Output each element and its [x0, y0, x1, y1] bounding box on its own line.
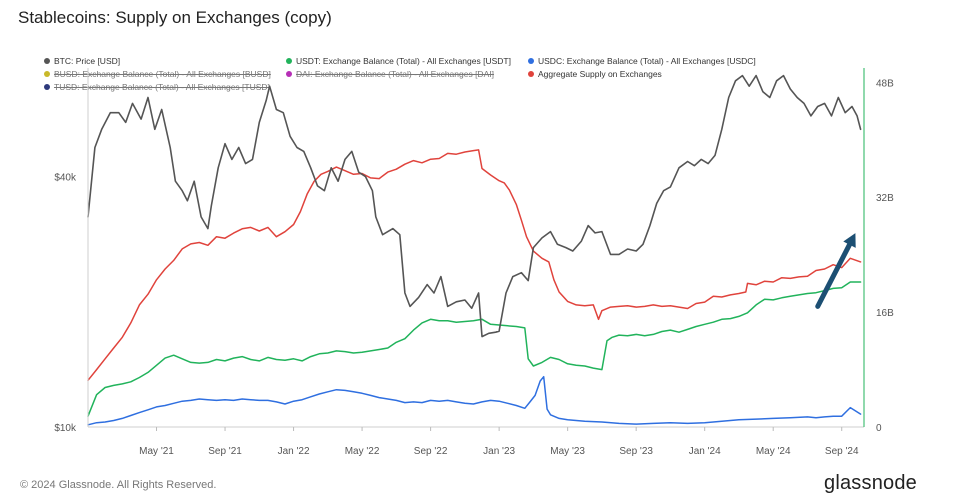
x-tick-label: May '24	[756, 446, 791, 457]
legend-label: USDC: Exchange Balance (Total) - All Exc…	[538, 56, 756, 66]
left-tick-label: $10k	[54, 423, 77, 434]
legend-item[interactable]: USDC: Exchange Balance (Total) - All Exc…	[528, 56, 756, 66]
copyright-footer: © 2024 Glassnode. All Rights Reserved.	[20, 479, 217, 491]
chart-title: Stablecoins: Supply on Exchanges (copy)	[18, 8, 332, 27]
series-line	[87, 375, 862, 426]
x-tick-label: Sep '21	[208, 446, 242, 457]
series-line	[87, 149, 862, 382]
right-tick-label: 32B	[876, 193, 894, 204]
legend-label: TUSD: Exchange Balance (Total) - All Exc…	[54, 82, 270, 92]
x-tick-label: Jan '22	[278, 446, 310, 457]
x-tick-label: May '23	[550, 446, 585, 457]
legend-item[interactable]: DAI: Exchange Balance (Total) - All Exch…	[286, 69, 494, 79]
x-tick-label: May '22	[345, 446, 380, 457]
legend-item[interactable]: Aggregate Supply on Exchanges	[528, 69, 662, 79]
arrow-head-icon	[843, 233, 856, 248]
x-tick-label: Jan '23	[483, 446, 515, 457]
x-tick-label: Sep '24	[825, 446, 859, 457]
x-tick-label: May '21	[139, 446, 174, 457]
x-tick-label: Jan '24	[689, 446, 721, 457]
brand-logo: glassnode	[824, 472, 917, 494]
right-tick-label: 16B	[876, 308, 894, 319]
legend-item[interactable]: USDT: Exchange Balance (Total) - All Exc…	[286, 56, 511, 66]
legend-label: Aggregate Supply on Exchanges	[538, 69, 662, 79]
legend-dot-icon	[44, 71, 50, 77]
legend-label: BTC: Price [USD]	[54, 56, 121, 66]
legend-dot-icon	[44, 58, 50, 64]
legend-label: BUSD: Exchange Balance (Total) - All Exc…	[54, 69, 271, 79]
right-tick-label: 48B	[876, 78, 894, 89]
right-tick-label: 0	[876, 423, 882, 434]
legend-item[interactable]: TUSD: Exchange Balance (Total) - All Exc…	[44, 82, 270, 92]
legend-label: USDT: Exchange Balance (Total) - All Exc…	[296, 56, 511, 66]
legend-dot-icon	[286, 71, 292, 77]
series-line	[87, 74, 862, 338]
series-line	[87, 281, 862, 417]
legend-item[interactable]: BUSD: Exchange Balance (Total) - All Exc…	[44, 69, 271, 79]
arrow-annotation	[815, 242, 852, 309]
legend-item[interactable]: BTC: Price [USD]	[44, 56, 120, 66]
legend-dot-icon	[528, 71, 534, 77]
left-tick-label: $40k	[54, 173, 77, 184]
x-tick-label: Sep '23	[619, 446, 653, 457]
legend-dot-icon	[528, 58, 534, 64]
legend-dot-icon	[286, 58, 292, 64]
x-tick-label: Sep '22	[414, 446, 448, 457]
legend-dot-icon	[44, 84, 50, 90]
legend-label: DAI: Exchange Balance (Total) - All Exch…	[296, 69, 494, 79]
